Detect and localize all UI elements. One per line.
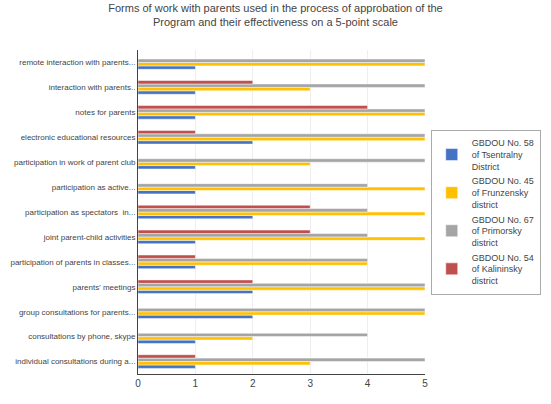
svg-text:5: 5 bbox=[422, 378, 428, 389]
svg-text:interaction with parents..: interaction with parents.. bbox=[49, 83, 136, 92]
svg-text:participation in work of paren: participation in work of parent club bbox=[14, 158, 136, 167]
svg-text:parents' meetings: parents' meetings bbox=[72, 283, 135, 292]
svg-text:2: 2 bbox=[250, 378, 256, 389]
svg-text:notes for parents: notes for parents bbox=[75, 108, 135, 117]
svg-text:participation as active...: participation as active... bbox=[52, 183, 136, 192]
svg-text:0: 0 bbox=[135, 378, 141, 389]
svg-text:1: 1 bbox=[193, 378, 199, 389]
svg-text:joint parent-child activities: joint parent-child activities bbox=[43, 233, 136, 242]
svg-text:participation as spectators i: participation as spectators in... bbox=[25, 208, 135, 217]
svg-text:participation of parents in cl: participation of parents in classes... bbox=[10, 258, 135, 267]
svg-text:3: 3 bbox=[307, 378, 313, 389]
svg-text:consultations by phone, skype: consultations by phone, skype bbox=[28, 332, 136, 341]
svg-text:group consultations for parent: group consultations for parents... bbox=[19, 307, 136, 316]
svg-text:GBDOU No. 45of Frunzenskydistr: GBDOU No. 45of Frunzenskydistrict bbox=[472, 176, 534, 209]
svg-text:remote interaction with parent: remote interaction with parents... bbox=[19, 58, 135, 67]
svg-text:4: 4 bbox=[365, 378, 371, 389]
svg-text:individual consultations durin: individual consultations during a... bbox=[15, 357, 135, 366]
svg-text:GBDOU No. 58of TsentralnyDistr: GBDOU No. 58of TsentralnyDistrict bbox=[472, 138, 534, 171]
svg-text:GBDOU No. 54of Kalininskydistr: GBDOU No. 54of Kalininskydistrict bbox=[472, 253, 534, 286]
svg-text:Forms of work with parents use: Forms of work with parents used in the p… bbox=[108, 2, 442, 28]
svg-text:electronic educational resourc: electronic educational resources bbox=[21, 133, 136, 142]
svg-text:GBDOU No. 67of Primorskydistri: GBDOU No. 67of Primorskydistrict bbox=[472, 215, 534, 248]
